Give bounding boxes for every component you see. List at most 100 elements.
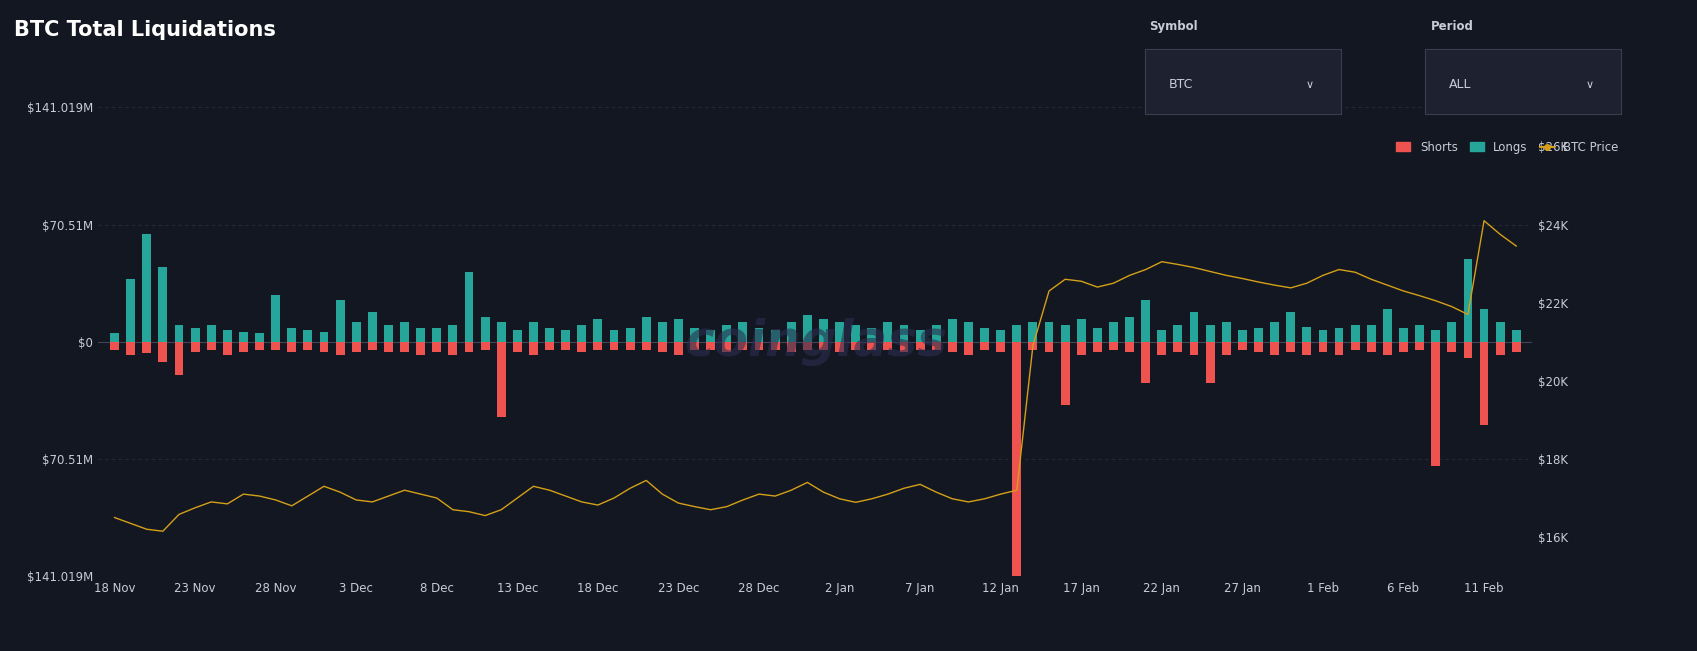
Bar <box>835 322 843 342</box>
Bar <box>562 330 570 342</box>
Bar <box>867 342 876 350</box>
Bar <box>1319 330 1327 342</box>
Bar <box>400 342 409 352</box>
Bar <box>158 342 168 362</box>
Bar <box>1254 342 1263 352</box>
Bar <box>1286 342 1295 352</box>
Bar <box>1110 322 1118 342</box>
Bar <box>932 342 940 350</box>
Text: Symbol: Symbol <box>1149 20 1198 33</box>
Bar <box>384 342 394 352</box>
Bar <box>497 322 506 342</box>
Bar <box>1383 342 1392 355</box>
Bar <box>448 325 456 342</box>
Bar <box>1286 312 1295 342</box>
Bar <box>594 342 602 350</box>
Bar <box>239 342 248 352</box>
Bar <box>1495 322 1505 342</box>
Bar <box>770 342 779 350</box>
Bar <box>465 272 473 342</box>
Bar <box>480 317 489 342</box>
Bar <box>949 318 957 342</box>
Bar <box>1415 325 1424 342</box>
Bar <box>1045 342 1054 352</box>
Bar <box>400 322 409 342</box>
Bar <box>304 342 312 350</box>
Bar <box>981 329 989 342</box>
Bar <box>319 342 329 352</box>
Bar <box>981 342 989 350</box>
Bar <box>190 342 200 352</box>
Bar <box>770 330 779 342</box>
Bar <box>964 322 972 342</box>
Bar <box>562 342 570 350</box>
Bar <box>577 325 585 342</box>
Bar <box>1237 342 1247 350</box>
Bar <box>1448 342 1456 352</box>
Bar <box>1269 342 1280 355</box>
Bar <box>1061 325 1069 342</box>
Bar <box>1415 342 1424 350</box>
Bar <box>1222 322 1230 342</box>
Bar <box>1334 329 1344 342</box>
Bar <box>1013 342 1022 576</box>
Text: BTC Total Liquidations: BTC Total Liquidations <box>14 20 275 40</box>
Bar <box>529 342 538 355</box>
Bar <box>609 342 618 350</box>
Text: coinglass: coinglass <box>684 318 947 366</box>
Bar <box>529 322 538 342</box>
Bar <box>755 342 764 350</box>
Bar <box>658 342 667 352</box>
Bar <box>820 342 828 350</box>
Bar <box>626 342 635 350</box>
Bar <box>755 329 764 342</box>
Bar <box>175 325 183 342</box>
Bar <box>1431 342 1441 466</box>
Bar <box>738 322 747 342</box>
Bar <box>723 325 731 342</box>
Bar <box>1157 330 1166 342</box>
Bar <box>1190 312 1198 342</box>
Bar <box>1093 342 1101 352</box>
Bar <box>304 330 312 342</box>
Bar <box>964 342 972 355</box>
Bar <box>803 315 811 342</box>
Bar <box>465 342 473 352</box>
Text: ∨: ∨ <box>1305 79 1313 90</box>
Bar <box>641 342 650 350</box>
Bar <box>641 317 650 342</box>
Bar <box>1110 342 1118 350</box>
Bar <box>1142 342 1151 383</box>
Text: ALL: ALL <box>1449 78 1471 91</box>
Bar <box>1351 342 1359 350</box>
Bar <box>1398 329 1409 342</box>
Bar <box>143 342 151 353</box>
Bar <box>1398 342 1409 352</box>
Bar <box>110 333 119 342</box>
Bar <box>110 342 119 350</box>
Bar <box>1366 325 1376 342</box>
Bar <box>916 330 925 342</box>
Bar <box>255 342 265 350</box>
Bar <box>949 342 957 352</box>
Bar <box>594 318 602 342</box>
Bar <box>222 342 232 355</box>
Bar <box>899 325 908 342</box>
Bar <box>1078 342 1086 355</box>
Bar <box>577 342 585 352</box>
Bar <box>239 332 248 342</box>
Bar <box>738 342 747 350</box>
Bar <box>1302 327 1312 342</box>
Bar <box>143 234 151 342</box>
Bar <box>1269 322 1280 342</box>
Bar <box>852 342 860 350</box>
Bar <box>1495 342 1505 355</box>
Bar <box>336 342 344 355</box>
Bar <box>175 342 183 375</box>
Bar <box>691 329 699 342</box>
Bar <box>706 330 714 342</box>
Bar <box>1222 342 1230 355</box>
Bar <box>351 322 361 342</box>
Bar <box>158 267 168 342</box>
Bar <box>287 342 297 352</box>
